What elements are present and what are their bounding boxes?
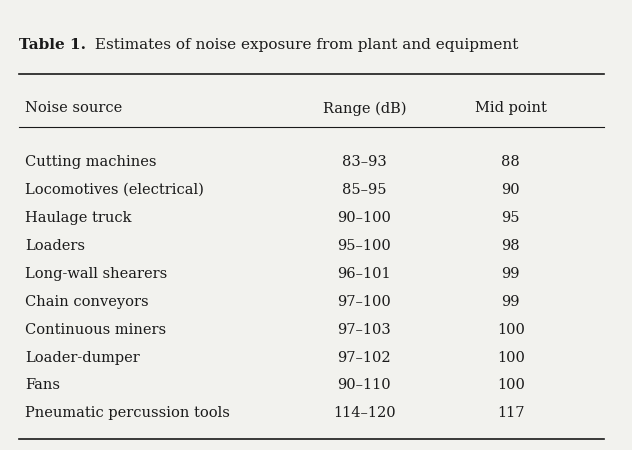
Text: Fans: Fans: [25, 378, 60, 392]
Text: 90: 90: [501, 183, 520, 197]
Text: Mid point: Mid point: [475, 101, 547, 115]
Text: Long-wall shearers: Long-wall shearers: [25, 267, 167, 281]
Text: Loader-dumper: Loader-dumper: [25, 351, 140, 364]
Text: 85–95: 85–95: [342, 183, 387, 197]
Text: Continuous miners: Continuous miners: [25, 323, 166, 337]
Text: 100: 100: [497, 323, 525, 337]
Text: Pneumatic percussion tools: Pneumatic percussion tools: [25, 406, 230, 420]
Text: 99: 99: [502, 267, 520, 281]
Text: Table 1.: Table 1.: [19, 38, 86, 52]
Text: 83–93: 83–93: [342, 155, 387, 169]
Text: Chain conveyors: Chain conveyors: [25, 295, 149, 309]
Text: 88: 88: [501, 155, 520, 169]
Text: 100: 100: [497, 351, 525, 364]
Text: 98: 98: [501, 239, 520, 253]
Text: Estimates of noise exposure from plant and equipment: Estimates of noise exposure from plant a…: [90, 38, 518, 52]
Text: Loaders: Loaders: [25, 239, 85, 253]
Text: 100: 100: [497, 378, 525, 392]
Text: 97–103: 97–103: [337, 323, 391, 337]
Text: 117: 117: [497, 406, 525, 420]
Text: Range (dB): Range (dB): [323, 101, 406, 116]
Text: Cutting machines: Cutting machines: [25, 155, 156, 169]
Text: 114–120: 114–120: [333, 406, 396, 420]
Text: 95–100: 95–100: [337, 239, 391, 253]
Text: Noise source: Noise source: [25, 101, 122, 115]
Text: 97–100: 97–100: [337, 295, 391, 309]
Text: 90–110: 90–110: [337, 378, 391, 392]
Text: 90–100: 90–100: [337, 211, 391, 225]
Text: 95: 95: [502, 211, 520, 225]
Text: Locomotives (electrical): Locomotives (electrical): [25, 183, 204, 197]
Text: 96–101: 96–101: [337, 267, 391, 281]
Text: 97–102: 97–102: [337, 351, 391, 364]
Text: Haulage truck: Haulage truck: [25, 211, 131, 225]
Text: 99: 99: [502, 295, 520, 309]
